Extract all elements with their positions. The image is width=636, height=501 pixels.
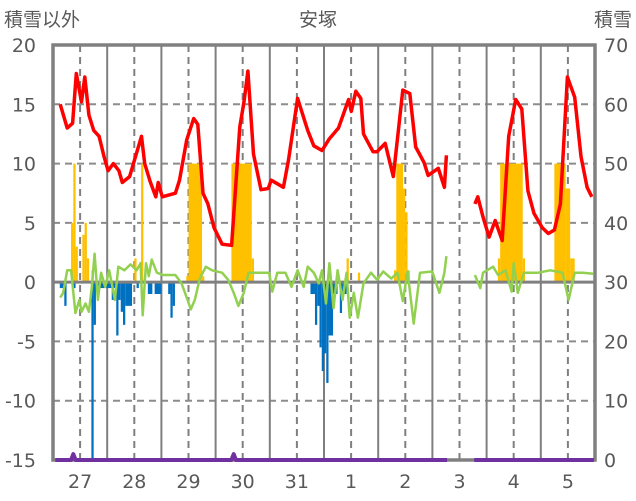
negative-bar xyxy=(123,282,126,325)
negative-bar xyxy=(326,282,329,383)
negative-bar xyxy=(147,282,153,294)
negative-bar xyxy=(64,282,67,306)
y-left-tick-label: 5 xyxy=(24,213,36,235)
positive-bar xyxy=(82,234,85,283)
negative-bar xyxy=(136,282,139,289)
x-tick-label: 28 xyxy=(122,471,146,493)
positive-bar xyxy=(141,163,144,283)
red-line-series xyxy=(473,75,594,243)
x-tick-label: 5 xyxy=(562,471,574,493)
negative-bar xyxy=(168,282,171,294)
negative-bar xyxy=(59,282,65,289)
y-left-tick-label: -5 xyxy=(17,331,36,353)
green-line-series xyxy=(59,252,448,325)
x-tick-label: 2 xyxy=(399,471,411,493)
negative-bar xyxy=(310,282,315,294)
x-tick-label: 29 xyxy=(176,471,200,493)
y-left-tick-label: 15 xyxy=(12,94,36,116)
y-right-tick-label: 60 xyxy=(604,94,628,116)
y-right-tick-label: 40 xyxy=(604,213,628,235)
positive-bar xyxy=(202,276,205,283)
right-axis-title: 積雪 xyxy=(594,9,632,31)
negative-bar xyxy=(125,282,133,306)
negative-bar xyxy=(73,282,76,289)
y-left-tick-label: 0 xyxy=(24,272,36,294)
red-line-series xyxy=(58,69,449,248)
positive-bar xyxy=(75,246,78,283)
y-left-tick-label: 10 xyxy=(12,154,36,176)
left-axis-title: 積雪以外 xyxy=(4,9,80,31)
negative-bar xyxy=(319,282,322,348)
positive-bar xyxy=(497,258,501,283)
positive-bar xyxy=(84,222,87,283)
positive-bar xyxy=(570,258,575,283)
positive-bar xyxy=(565,188,571,283)
y-right-tick-label: 10 xyxy=(604,391,628,413)
positive-bar xyxy=(522,258,525,283)
negative-bar xyxy=(321,282,324,372)
lines xyxy=(51,43,597,462)
y-right-tick-label: 0 xyxy=(604,450,616,472)
y-left-tick-label: 20 xyxy=(12,35,36,57)
y-right-tick-label: 20 xyxy=(604,331,628,353)
positive-bar xyxy=(86,258,90,283)
chart-title: 安塚 xyxy=(299,9,337,31)
y-right-tick-label: 30 xyxy=(604,272,628,294)
negative-bar xyxy=(154,282,162,294)
y-left-tick-label: -15 xyxy=(5,450,36,472)
positive-bar xyxy=(405,212,408,283)
negative-bar xyxy=(170,282,173,318)
negative-bar xyxy=(328,282,334,336)
y-right-tick-label: 70 xyxy=(604,35,628,57)
positive-bar xyxy=(396,163,404,283)
negative-bar xyxy=(93,282,96,325)
positive-bar xyxy=(71,222,74,283)
y-left-tick-label: -10 xyxy=(5,391,36,413)
bars xyxy=(59,163,575,460)
negative-bar xyxy=(314,282,318,325)
green-line-series xyxy=(473,261,594,302)
positive-bar xyxy=(73,163,76,283)
positive-bar xyxy=(346,258,349,283)
negative-bar xyxy=(91,282,94,460)
snow-depth-series xyxy=(55,452,448,462)
positive-bar xyxy=(357,272,361,283)
x-tick-label: 30 xyxy=(231,471,255,493)
negative-bar xyxy=(120,282,124,312)
x-tick-label: 4 xyxy=(508,471,520,493)
x-tick-label: 3 xyxy=(453,471,465,493)
x-tick-label: 1 xyxy=(345,471,357,493)
negative-bar xyxy=(116,282,119,336)
negative-bar xyxy=(324,282,327,354)
negative-bar xyxy=(317,282,320,306)
negative-bar xyxy=(113,282,117,289)
positive-bar xyxy=(188,163,203,283)
positive-bar xyxy=(554,163,566,283)
positive-bar xyxy=(186,276,189,283)
positive-bar xyxy=(403,188,406,283)
x-tick-label: 27 xyxy=(68,471,92,493)
y-right-tick-label: 50 xyxy=(604,154,628,176)
x-tick-label: 31 xyxy=(285,471,309,493)
negative-bar xyxy=(118,282,121,300)
negative-bar xyxy=(172,282,175,306)
positive-bar xyxy=(251,258,254,283)
